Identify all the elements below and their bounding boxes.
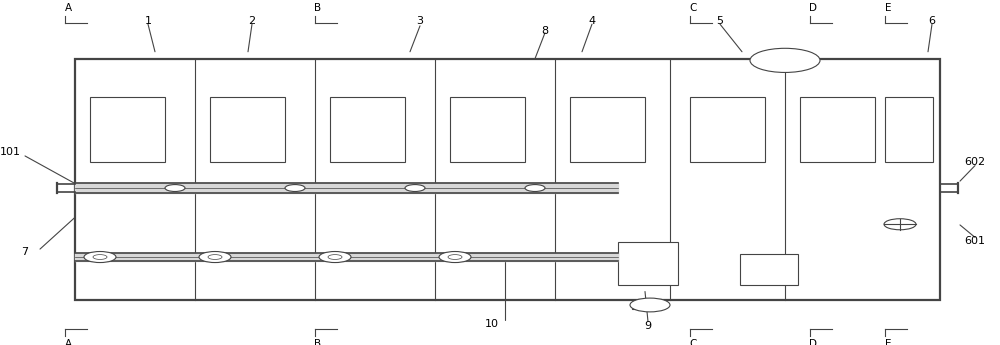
Text: 602: 602 <box>964 157 986 167</box>
Circle shape <box>448 255 462 259</box>
Text: E: E <box>885 3 891 13</box>
Bar <box>75 59 940 300</box>
Circle shape <box>884 219 916 230</box>
Circle shape <box>319 252 351 263</box>
Text: B: B <box>314 3 322 13</box>
Circle shape <box>84 252 116 263</box>
Text: 7: 7 <box>21 247 29 257</box>
Text: 2: 2 <box>248 16 256 26</box>
Bar <box>570 97 645 162</box>
Text: C: C <box>689 3 697 13</box>
Bar <box>450 97 525 162</box>
Text: 1: 1 <box>144 16 152 26</box>
Circle shape <box>328 255 342 259</box>
Text: 4: 4 <box>588 16 596 26</box>
Text: 5: 5 <box>716 16 724 26</box>
Circle shape <box>208 255 222 259</box>
Bar <box>632 303 642 309</box>
Text: 3: 3 <box>416 16 424 26</box>
Bar <box>800 97 875 162</box>
Text: 9: 9 <box>644 321 652 331</box>
Circle shape <box>750 48 820 72</box>
Text: C: C <box>689 339 697 345</box>
Bar <box>210 97 285 162</box>
Bar <box>618 241 678 285</box>
Circle shape <box>630 298 670 312</box>
Bar <box>740 254 798 285</box>
Text: 10: 10 <box>485 319 499 328</box>
Text: D: D <box>809 3 817 13</box>
Text: B: B <box>314 339 322 345</box>
Text: A: A <box>64 339 72 345</box>
Text: 8: 8 <box>541 26 549 36</box>
Circle shape <box>285 185 305 191</box>
Text: 601: 601 <box>964 237 986 246</box>
Text: D: D <box>809 339 817 345</box>
Circle shape <box>199 252 231 263</box>
Circle shape <box>165 185 185 191</box>
Bar <box>755 57 772 61</box>
Text: 6: 6 <box>928 16 936 26</box>
Bar <box>885 97 933 162</box>
Text: A: A <box>64 3 72 13</box>
Circle shape <box>439 252 471 263</box>
Bar <box>690 97 765 162</box>
Circle shape <box>405 185 425 191</box>
Text: E: E <box>885 339 891 345</box>
Circle shape <box>525 185 545 191</box>
Circle shape <box>93 255 107 259</box>
Bar <box>330 97 405 162</box>
Text: 101: 101 <box>0 147 20 157</box>
Bar <box>90 97 165 162</box>
